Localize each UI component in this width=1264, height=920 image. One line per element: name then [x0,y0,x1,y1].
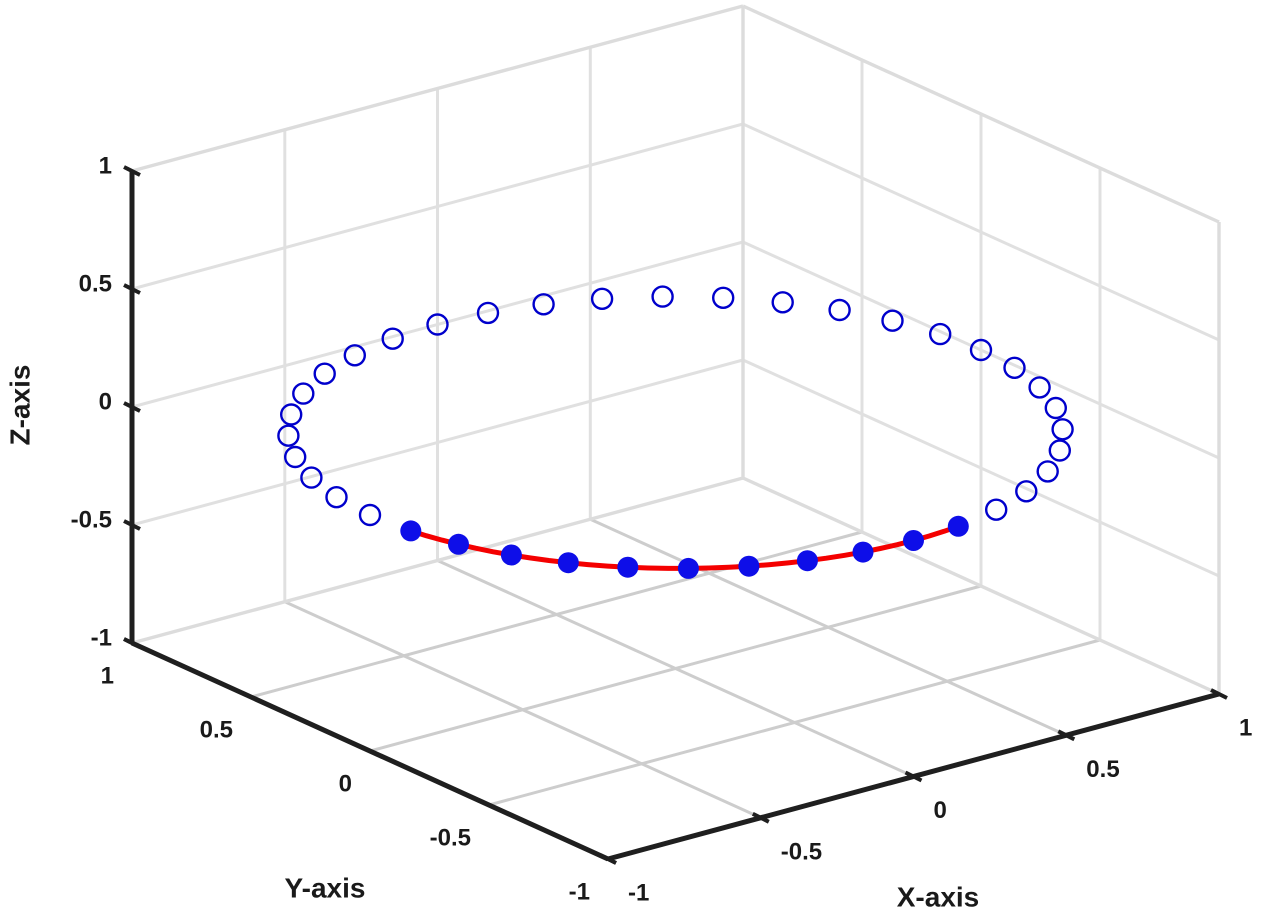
grid-line [742,240,1220,460]
open-circle-marker [771,291,794,314]
open-circle-marker [277,424,300,447]
box-edge [131,476,744,645]
y-tick [480,799,498,811]
grid-line [742,122,1220,342]
box-edges [131,4,1221,696]
open-circle-marker [1044,396,1068,420]
z-tick [123,519,141,531]
grid-line [131,122,744,291]
open-circle-marker [292,382,315,405]
open-circle-marker [969,338,993,362]
x-tick [904,770,923,783]
open-circle-marker [476,301,500,325]
open-circle-marker [381,327,404,350]
open-circle-marker [712,286,735,309]
z-tick [123,401,141,413]
filled-circle-marker [677,557,699,579]
x-tick-label: 1 [1239,715,1252,742]
x-tick [1210,688,1228,700]
y-tick-label: -0.5 [430,825,471,852]
axes [123,165,1228,865]
open-circle-marker [300,466,323,489]
y-tick-label: -1 [569,879,590,906]
open-circle-marker [426,313,449,336]
x-tick-label: -0.5 [781,838,822,865]
open-circle-marker [929,322,952,346]
y-tick [242,691,260,703]
filled-circle-marker [796,550,818,572]
open-circle-marker [1003,356,1026,379]
open-circle-marker [325,486,348,509]
open-circle-marker [280,403,303,426]
z-tick-label: -0.5 [71,507,112,534]
series-open-circles [277,285,1074,527]
x-tick-label: 0 [934,797,947,824]
filled-circle-marker [557,552,579,574]
axis-labels: X-axis Y-axis Z-axis [5,365,980,913]
open-circle-marker [358,503,382,527]
filled-circle-marker [617,556,639,578]
z-tick [123,165,141,177]
filled-circle-marker [448,533,469,555]
grid-line [250,530,863,699]
open-circle-marker [313,362,336,385]
y-tick-label: 0.5 [200,717,233,744]
y-tick [123,637,141,649]
open-circle-marker [590,287,614,310]
y-tick [361,745,379,757]
grid-floor [250,517,1101,820]
open-circle-marker [1015,480,1038,503]
open-circle-marker [1048,439,1072,462]
open-circle-marker [284,445,307,469]
filled-circle-marker [903,530,924,551]
y-tick-label: 0 [339,771,352,798]
y-axis-label: Y-axis [285,873,366,904]
z-axis-label: Z-axis [5,365,36,446]
y-tick-label: 1 [101,663,114,690]
x-tick [751,812,770,824]
open-circle-marker [343,344,366,367]
x-tick-label: 0.5 [1086,756,1119,783]
grid-line [589,517,1067,737]
open-circle-marker [651,285,674,308]
box-edge [742,4,1220,224]
box-edge [742,476,1220,696]
z-tick-label: 0.5 [79,271,112,298]
open-circle-marker [1051,418,1074,441]
filled-circle-marker [500,544,522,566]
open-circle-marker [828,298,851,322]
open-circle-marker [532,293,555,316]
filled-circle-marker [400,520,422,542]
filled-circle-marker [852,541,874,563]
z-tick-label: 1 [99,153,112,180]
grid-wall-right [742,60,1220,640]
z-tick-label: 0 [99,389,112,416]
series-filled-circles [400,515,969,579]
open-circle-marker [985,498,1008,521]
grid-wall-back [131,47,744,602]
x-tick-label: -1 [628,880,649,907]
open-circle-marker [881,309,904,332]
open-circle-marker [1036,460,1059,483]
grid-line [369,584,982,753]
z-tick [123,283,141,295]
grid-line [131,240,744,409]
filled-circle-marker [947,515,969,537]
x-tick [599,853,617,865]
box-edge [131,4,744,173]
x-axis-label: X-axis [897,882,980,913]
tick-labels: -1 -1 -1 -0.5 -0.5 -0.5 0 0 0 0.5 0.5 0.5 1 1 1 [71,153,1253,907]
x-tick [1057,729,1076,742]
open-circle-marker [1028,376,1051,399]
z-tick-label: -1 [91,625,112,652]
filled-circle-marker [738,555,760,577]
